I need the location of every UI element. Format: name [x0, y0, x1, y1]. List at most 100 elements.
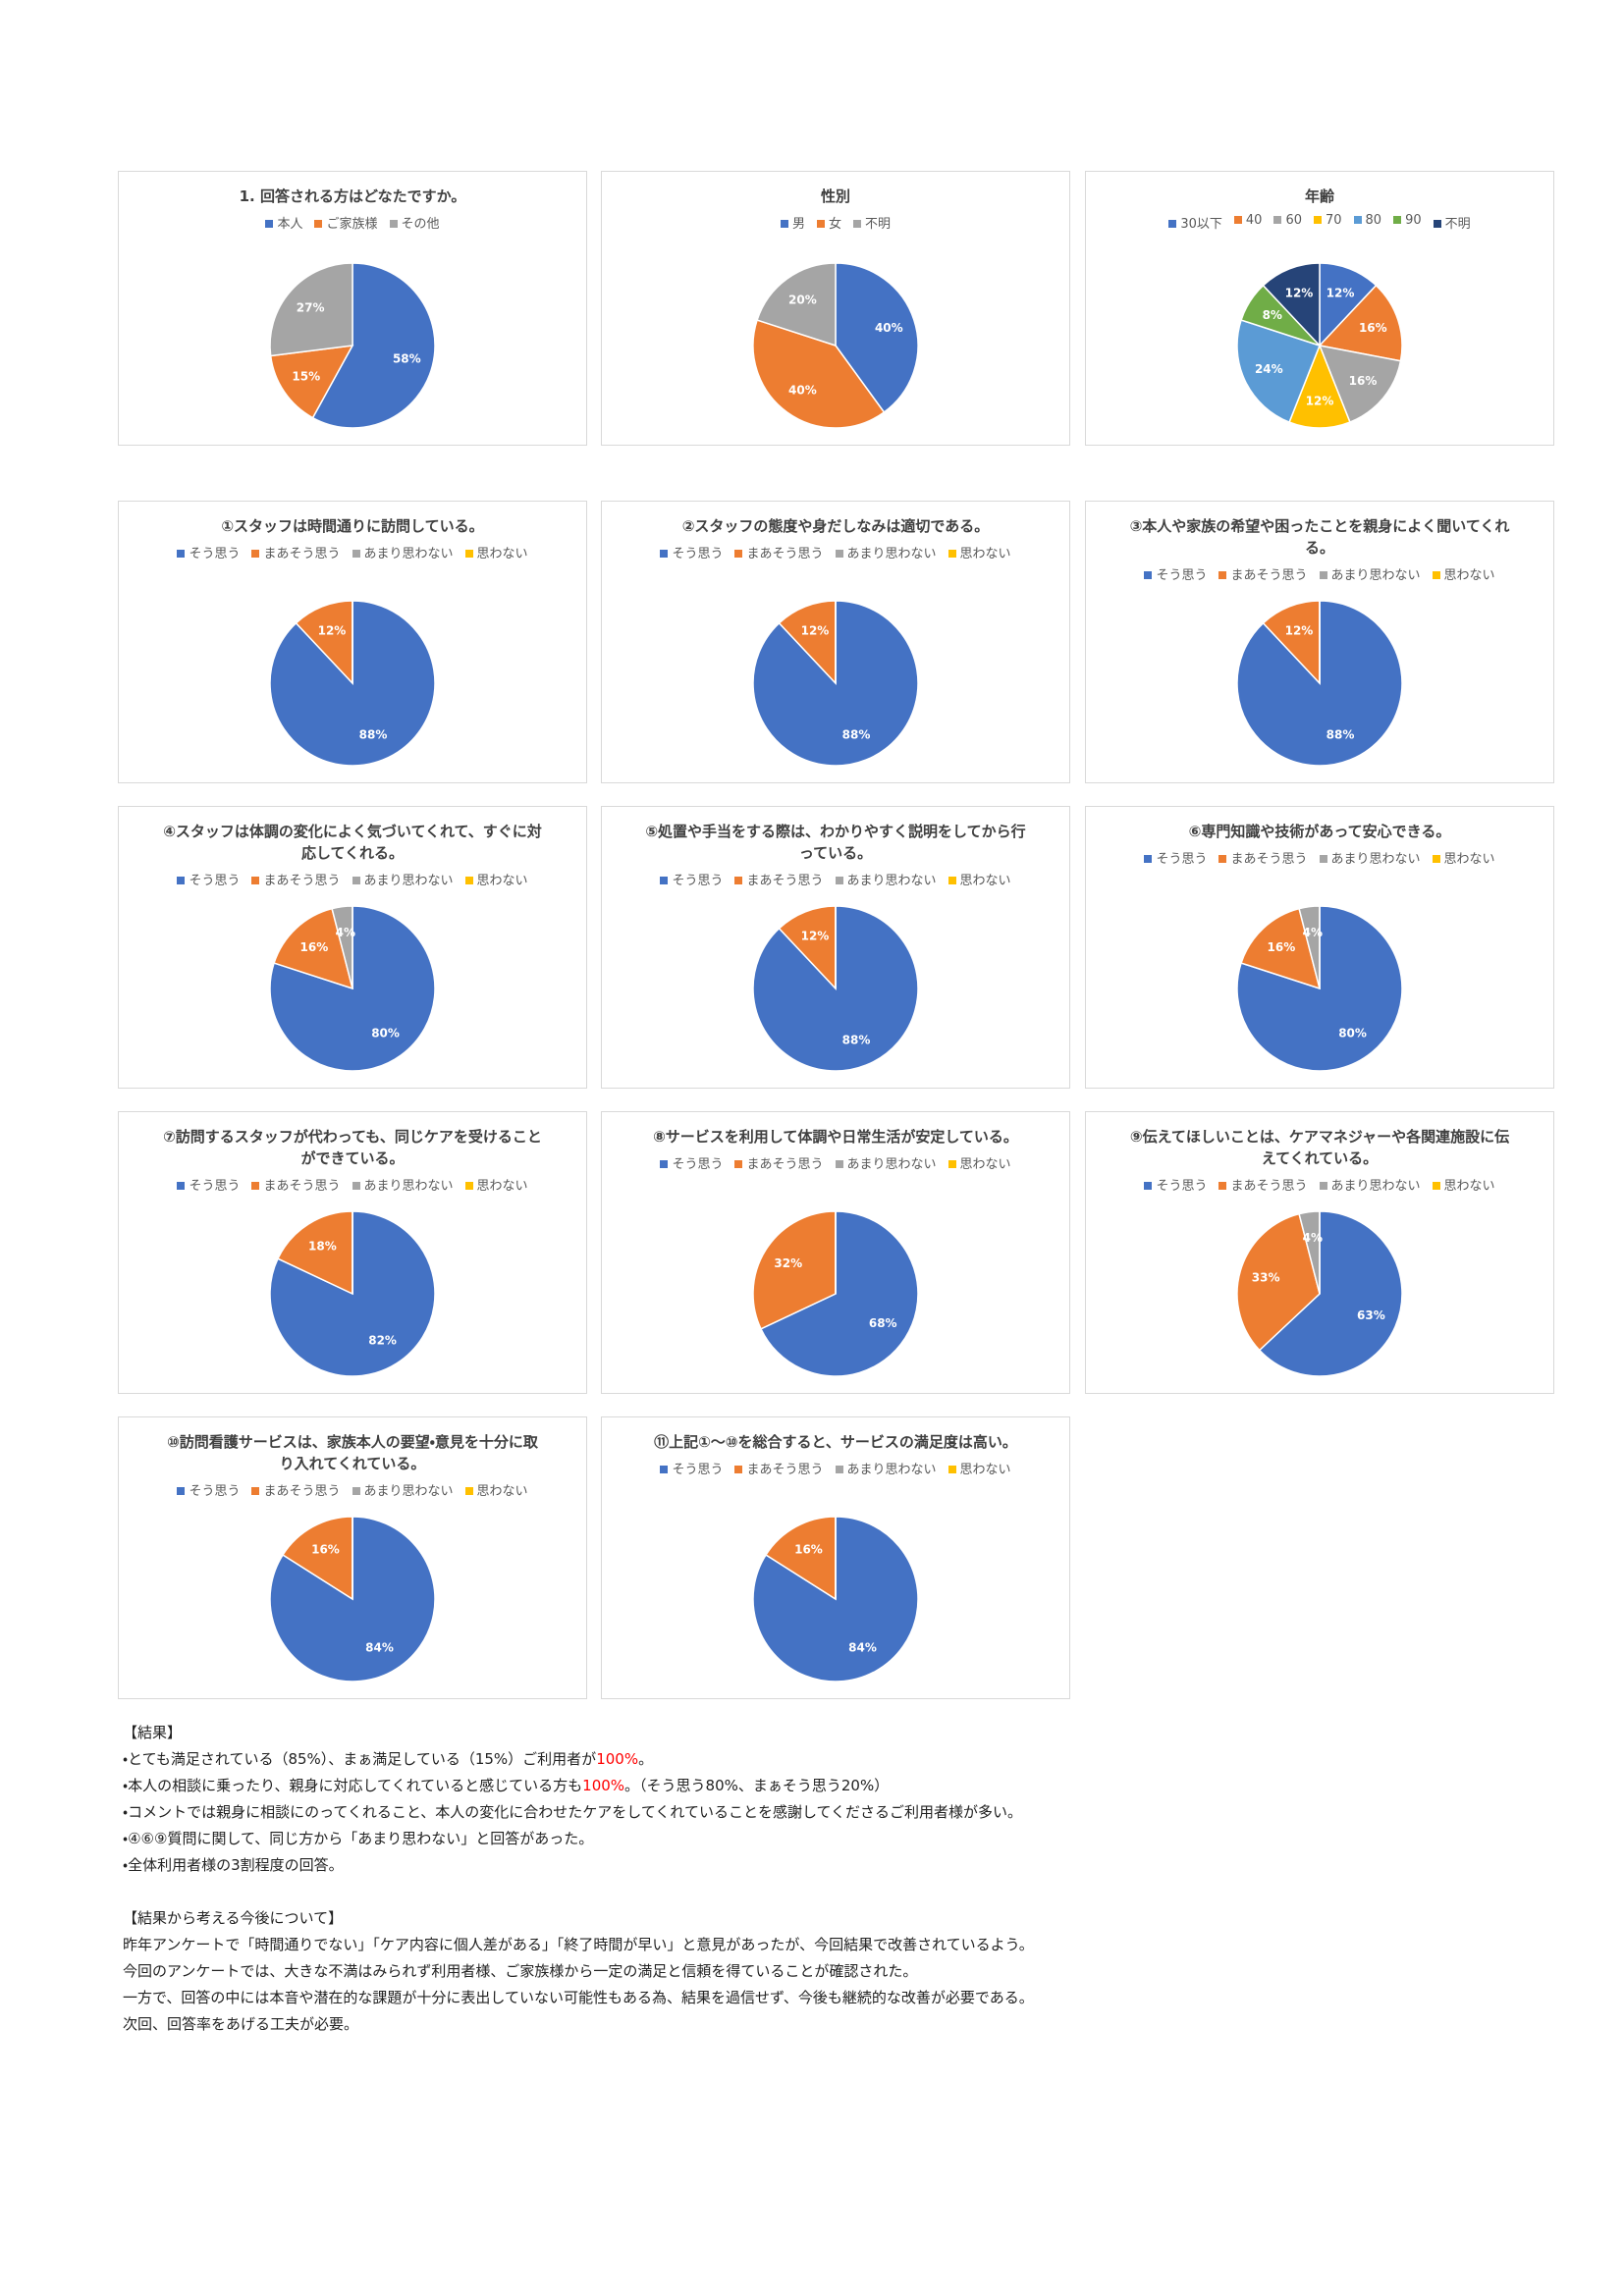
- pie-chart: 82% 18%: [269, 1210, 436, 1377]
- pie-slice: [752, 905, 919, 1072]
- value-label: 63%: [1357, 1308, 1385, 1322]
- legend-item: あまり思わない: [1319, 564, 1421, 583]
- pie-slice: [778, 905, 837, 990]
- legend-label: あまり思わない: [846, 1157, 937, 1172]
- legend-label: そう思う: [189, 1179, 241, 1194]
- legend-label: 思わない: [1443, 1179, 1495, 1194]
- value-label: 32%: [774, 1256, 802, 1270]
- legend-swatch: [1432, 855, 1440, 863]
- legend: 男 女 不明: [780, 213, 891, 232]
- result-line: ・本人の相談に乗ったり、親身に対応してくれていると感じている方も100%。（そう…: [123, 1773, 1517, 1799]
- chart-card: ①スタッフは時間通りに訪問している。 そう思う まあそう思う あまり思わない 思わない 8…: [118, 501, 587, 783]
- chart-title: ⑤処置や手当をする際は、わかりやすく説明をしてから行っている。: [645, 823, 1026, 862]
- value-label: 4%: [336, 926, 355, 939]
- pie-slice: [752, 1210, 837, 1330]
- legend: そう思う まあそう思う あまり思わない 思わない: [660, 543, 1011, 561]
- future-heading: 【結果から考える今後について】: [123, 1909, 344, 1927]
- pie-chart: 40% 40% 20%: [752, 262, 919, 429]
- legend: そう思う まあそう思う あまり思わない 思わない: [1144, 564, 1495, 583]
- legend-swatch: [352, 550, 360, 558]
- legend-label: そう思う: [672, 1463, 724, 1477]
- future-line: 一方で、回答の中には本音や潜在的な課題が十分に表出していない可能性もある為、結果…: [123, 1989, 1034, 2006]
- legend-item: 不明: [853, 213, 891, 232]
- legend-item: まあそう思う: [251, 1480, 341, 1499]
- pie-slice: [1258, 1210, 1403, 1377]
- value-label: 40%: [788, 384, 817, 398]
- pie-slice: [1236, 1212, 1321, 1352]
- value-label: 82%: [368, 1334, 397, 1348]
- legend-item: 思わない: [947, 1153, 1011, 1172]
- chart-card: 1. 回答される方はどなたですか。 本人 ご家族様 その他 58% 15% 27%: [118, 171, 587, 446]
- legend: そう思う まあそう思う あまり思わない 思わない: [177, 543, 528, 561]
- text: 。: [638, 1750, 654, 1768]
- legend-item: 思わない: [947, 543, 1011, 561]
- legend-item: 思わない: [464, 870, 528, 888]
- legend-swatch: [251, 1487, 260, 1495]
- pie-slice: [269, 345, 354, 419]
- value-label: 84%: [365, 1641, 394, 1655]
- pie-chart: 63% 33% 4%: [1236, 1210, 1403, 1377]
- legend-label: そう思う: [672, 874, 724, 888]
- pie-chart: 88% 12%: [1236, 600, 1403, 767]
- chart-title: ④スタッフは体調の変化によく気づいてくれて、すぐに対応してくれる。: [163, 823, 542, 862]
- legend-swatch: [1353, 216, 1362, 224]
- text: ・全体利用者様の3割程度の回答。: [123, 1856, 344, 1874]
- value-label: 68%: [869, 1316, 897, 1330]
- legend-item: まあそう思う: [734, 543, 824, 561]
- pie-slice: [1262, 600, 1321, 685]
- value-label: 16%: [1268, 940, 1296, 954]
- legend-item: そう思う: [1144, 1175, 1207, 1194]
- legend-label: あまり思わない: [363, 547, 454, 561]
- legend-item: 思わない: [1432, 564, 1495, 583]
- legend-swatch: [1144, 855, 1153, 863]
- chart-card: ⑥専門知識や技術があって安心できる。 そう思う まあそう思う あまり思わない 思わない 8…: [1085, 806, 1554, 1089]
- legend-item: あまり思わない: [352, 1175, 454, 1194]
- text: 。（そう思う80%、まぁそう思う20%）: [624, 1777, 890, 1794]
- legend-item: 男: [780, 213, 805, 232]
- legend-swatch: [352, 1487, 360, 1495]
- legend-item: そう思う: [177, 1175, 240, 1194]
- legend-label: 思わない: [476, 547, 528, 561]
- legend: 本人 ご家族様 その他: [265, 213, 440, 232]
- legend-label: あまり思わない: [846, 874, 937, 888]
- pie-slice: [269, 262, 353, 357]
- legend-swatch: [835, 1160, 843, 1168]
- legend-label: 40: [1245, 213, 1263, 228]
- legend-item: そう思う: [660, 1153, 723, 1172]
- legend-swatch: [1313, 216, 1322, 224]
- legend-item: そう思う: [177, 870, 240, 888]
- legend-item: まあそう思う: [734, 870, 824, 888]
- legend-label: 不明: [1444, 217, 1471, 232]
- legend-label: まあそう思う: [746, 1463, 824, 1477]
- legend-swatch: [1218, 1182, 1227, 1190]
- value-label: 12%: [318, 623, 347, 637]
- pie-slice: [1236, 319, 1321, 424]
- legend-item: あまり思わない: [1319, 848, 1421, 867]
- legend-label: 90: [1405, 213, 1422, 228]
- pie-chart: 80% 16% 4%: [1236, 905, 1403, 1072]
- value-label: 15%: [292, 370, 320, 384]
- legend-item: 女: [816, 213, 841, 232]
- legend-swatch: [251, 1182, 260, 1190]
- pie-chart: 88% 12%: [752, 600, 919, 767]
- pie-slice: [756, 262, 837, 347]
- value-label: 16%: [794, 1542, 823, 1556]
- legend-swatch: [1144, 571, 1153, 579]
- value-label: 84%: [848, 1641, 877, 1655]
- legend-item: 思わない: [464, 543, 528, 561]
- text: ・とても満足されている（85%）、まぁ満足している（15%）ご利用者が: [123, 1750, 597, 1768]
- legend-label: そう思う: [1156, 568, 1208, 583]
- legend: そう思う まあそう思う あまり思わない 思わない: [1144, 1175, 1495, 1194]
- legend: そう思う まあそう思う あまり思わない 思わない: [660, 1459, 1011, 1477]
- legend-label: 60: [1285, 213, 1302, 228]
- legend-label: あまり思わない: [846, 547, 937, 561]
- legend-swatch: [947, 550, 956, 558]
- legend-label: まあそう思う: [1230, 568, 1308, 583]
- legend-item: あまり思わない: [835, 1459, 937, 1477]
- legend-item: 70: [1313, 213, 1342, 232]
- legend-swatch: [1273, 216, 1282, 224]
- legend-swatch: [835, 877, 843, 884]
- pie-chart: 80% 16% 4%: [269, 905, 436, 1072]
- value-label: 12%: [801, 929, 830, 942]
